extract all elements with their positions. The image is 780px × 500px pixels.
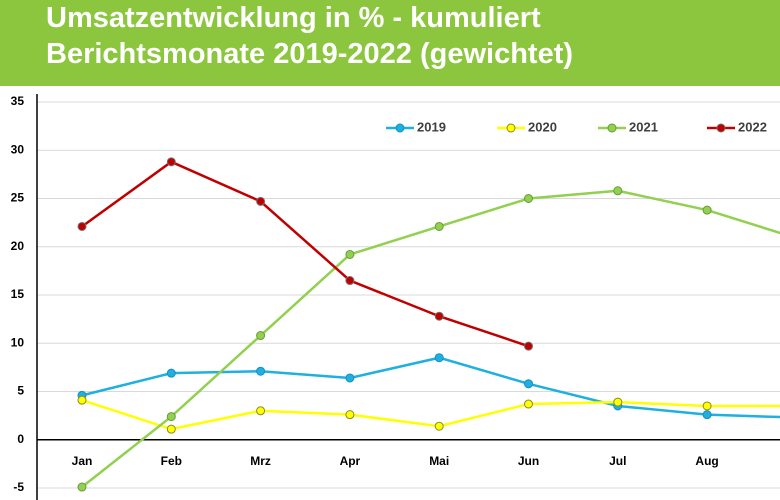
point bbox=[345, 373, 355, 383]
point bbox=[77, 221, 87, 231]
y-tick-label: -5 bbox=[13, 480, 24, 494]
point bbox=[524, 379, 533, 389]
point bbox=[345, 276, 355, 286]
chart: -5 0 5 10 15 20 25 30 35 Jan Feb Mrz Apr Mai Jun Jul Aug… bbox=[11, 94, 780, 500]
point bbox=[256, 331, 266, 341]
legend-label: 2021 bbox=[629, 119, 658, 134]
point bbox=[434, 421, 444, 431]
point bbox=[166, 157, 176, 167]
y-tick-label: 0 bbox=[17, 432, 24, 446]
header: Umsatzentwicklung in % - kumuliert Beric… bbox=[0, 0, 780, 86]
point bbox=[524, 341, 533, 351]
series-line bbox=[81, 160, 529, 348]
point bbox=[524, 399, 533, 409]
y-tick-label: 35 bbox=[11, 94, 25, 108]
y-tick-label: 25 bbox=[11, 191, 25, 205]
legend-label: 2020 bbox=[528, 119, 557, 134]
point bbox=[345, 249, 355, 259]
series-line bbox=[81, 398, 780, 431]
point bbox=[434, 221, 444, 231]
legend-label: 2019 bbox=[417, 119, 446, 134]
point bbox=[524, 194, 533, 203]
x-tick-label: Mai bbox=[429, 454, 449, 468]
point bbox=[166, 412, 176, 422]
x-tick-label: Jun bbox=[518, 454, 539, 468]
legend-label: 2022 bbox=[738, 119, 767, 134]
point bbox=[77, 482, 87, 492]
y-tick-label: 10 bbox=[11, 335, 25, 349]
y-tick-label: 15 bbox=[11, 287, 25, 301]
point bbox=[613, 397, 623, 407]
point bbox=[434, 311, 444, 321]
y-tick-label: 30 bbox=[11, 142, 25, 156]
point bbox=[256, 406, 266, 416]
y-tick-label: 20 bbox=[11, 239, 25, 253]
legend-marker bbox=[506, 123, 516, 133]
y-tick-label: 5 bbox=[17, 384, 24, 398]
legend-marker bbox=[395, 123, 405, 133]
title-line: Umsatzentwicklung in % - kumuliert bbox=[46, 2, 541, 34]
point bbox=[256, 196, 266, 206]
x-tick-label: Jul bbox=[609, 454, 626, 468]
series-line bbox=[81, 356, 780, 419]
point bbox=[166, 424, 176, 434]
x-tick-label: Jan bbox=[72, 454, 93, 468]
point bbox=[166, 368, 176, 378]
x-tick-label: Apr bbox=[340, 454, 361, 468]
point bbox=[77, 395, 87, 405]
legend-marker bbox=[607, 123, 617, 133]
point bbox=[702, 410, 712, 420]
point bbox=[613, 186, 623, 196]
x-tick-label: Mrz bbox=[250, 454, 271, 468]
x-tick-label: Feb bbox=[161, 454, 182, 468]
point bbox=[702, 401, 712, 411]
x-tick-label: Aug bbox=[695, 454, 718, 468]
series-line bbox=[81, 189, 780, 489]
point bbox=[256, 366, 266, 376]
point bbox=[345, 410, 355, 420]
title-line: Berichtsmonate 2019-2022 (gewichtet) bbox=[46, 38, 574, 70]
point bbox=[702, 205, 712, 215]
legend-marker bbox=[716, 123, 726, 133]
point bbox=[434, 353, 444, 363]
